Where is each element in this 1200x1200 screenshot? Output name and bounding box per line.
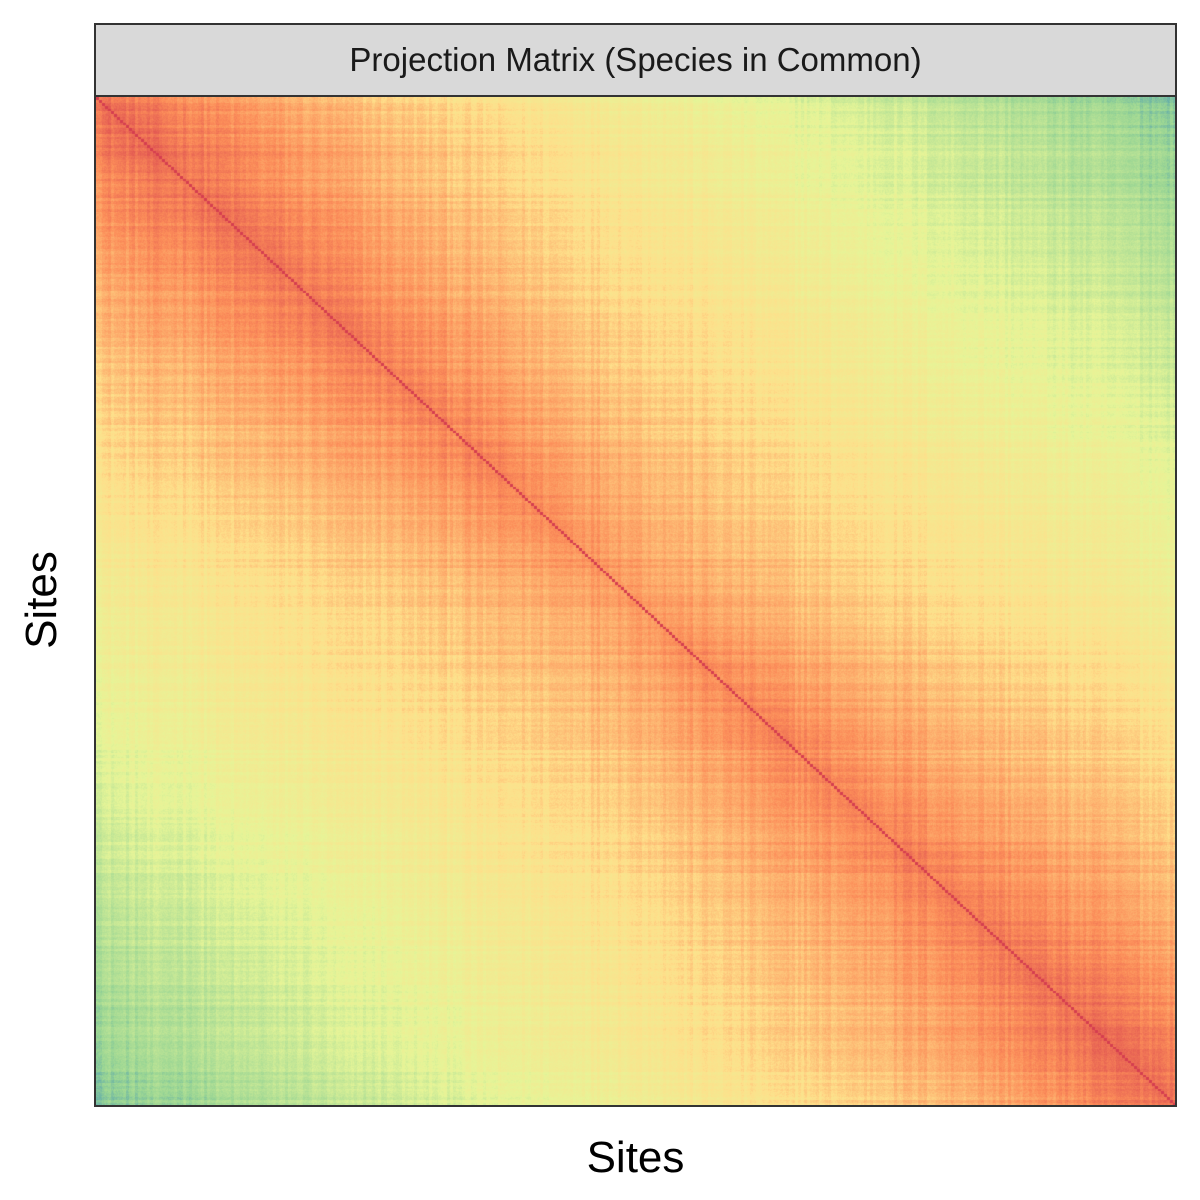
heatmap-panel: Projection Matrix (Species in Common) <box>94 23 1177 1107</box>
y-axis-label: Sites <box>17 551 66 649</box>
chart-title: Projection Matrix (Species in Common) <box>349 41 922 78</box>
x-axis-label: Sites <box>586 1133 685 1182</box>
facet-strip: Projection Matrix (Species in Common) <box>96 25 1175 97</box>
heatmap-cells <box>96 97 1175 1105</box>
